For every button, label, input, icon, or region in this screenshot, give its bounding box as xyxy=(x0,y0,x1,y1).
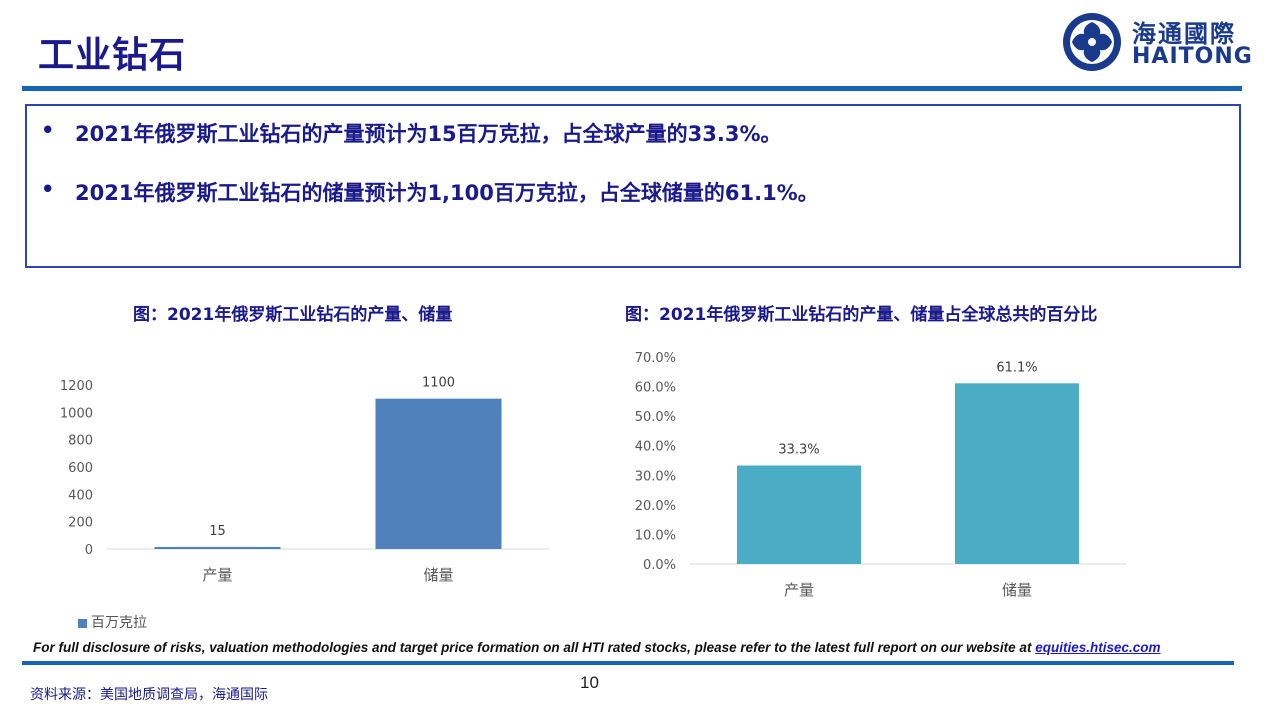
y-tick-label: 0.0% xyxy=(643,558,676,573)
y-tick-label: 800 xyxy=(68,434,93,449)
x-tick-label: 产量 xyxy=(202,566,232,584)
x-tick-label: 储量 xyxy=(1002,581,1032,599)
y-tick-label: 1000 xyxy=(60,406,93,421)
legend-swatch xyxy=(78,618,87,628)
footer-divider xyxy=(22,661,1234,665)
bar xyxy=(154,546,281,549)
haitong-logo: 海通國際 HAITONG xyxy=(1060,10,1260,74)
y-tick-label: 30.0% xyxy=(635,469,676,484)
page-number: 10 xyxy=(580,673,599,692)
y-tick-label: 10.0% xyxy=(635,528,676,543)
summary-box: • 2021年俄罗斯工业钻石的产量预计为15百万克拉，占全球产量的33.3%。 … xyxy=(25,104,1241,268)
website-link[interactable]: equities.htisec.com xyxy=(1035,640,1161,655)
y-tick-label: 50.0% xyxy=(635,410,676,425)
y-tick-label: 20.0% xyxy=(635,499,676,514)
disclaimer: For full disclosure of risks, valuation … xyxy=(33,640,1161,655)
chart-1-title: 图：2021年俄罗斯工业钻石的产量、储量 xyxy=(133,305,453,325)
y-tick-label: 40.0% xyxy=(635,440,676,455)
data-label: 61.1% xyxy=(996,360,1037,375)
y-tick-label: 400 xyxy=(68,488,93,503)
logo-english-text: HAITONG xyxy=(1132,44,1253,69)
y-tick-label: 200 xyxy=(68,516,93,531)
haitong-logo-mark-icon xyxy=(1063,13,1121,71)
header-divider xyxy=(22,86,1242,91)
legend-label: 百万克拉 xyxy=(91,615,147,631)
bullet-text: 2021年俄罗斯工业钻石的产量预计为15百万克拉，占全球产量的33.3%。 xyxy=(75,122,782,146)
bar xyxy=(737,465,861,564)
y-tick-label: 1200 xyxy=(60,379,93,394)
data-label: 33.3% xyxy=(778,443,819,458)
y-tick-label: 70.0% xyxy=(635,351,676,366)
page-title: 工业钻石 xyxy=(38,35,187,76)
bar xyxy=(375,398,502,549)
y-tick-label: 60.0% xyxy=(635,381,676,396)
bullet-dot-icon: • xyxy=(41,177,55,201)
source-note: 资料来源：美国地质调查局，海通国际 xyxy=(30,687,268,703)
chart-2-title: 图：2021年俄罗斯工业钻石的产量、储量占全球总共的百分比 xyxy=(625,305,1098,325)
y-tick-label: 600 xyxy=(68,461,93,476)
bullet-dot-icon: • xyxy=(41,118,55,142)
x-tick-label: 产量 xyxy=(784,581,814,599)
data-label: 1100 xyxy=(422,376,455,391)
bullet-text: 2021年俄罗斯工业钻石的储量预计为1,100百万克拉，占全球储量的61.1%。 xyxy=(75,181,819,205)
data-label: 15 xyxy=(209,524,226,539)
chart-1-legend: 百万克拉 xyxy=(78,612,147,632)
y-tick-label: 0 xyxy=(85,543,93,558)
x-tick-label: 储量 xyxy=(423,566,453,584)
logo-chinese-text: 海通國際 xyxy=(1132,20,1236,48)
disclaimer-text: For full disclosure of risks, valuation … xyxy=(33,640,1036,655)
bar xyxy=(955,383,1079,564)
